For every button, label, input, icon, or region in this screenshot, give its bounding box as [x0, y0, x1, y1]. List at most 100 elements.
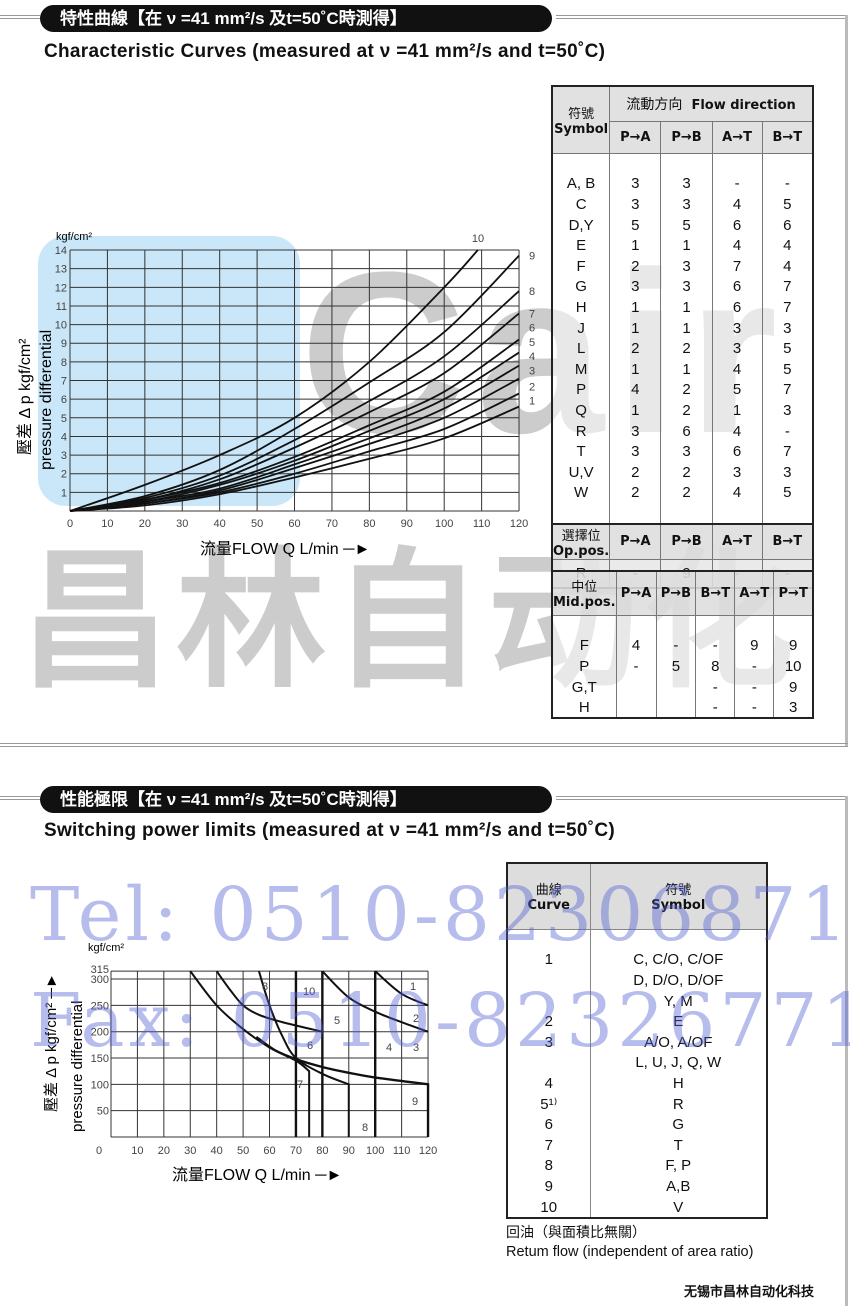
- curve-8: [257, 970, 350, 1137]
- x-tick-label: 50: [251, 518, 263, 530]
- curve-number: 2: [660, 461, 712, 483]
- curve-9: [255, 1035, 430, 1137]
- curve-number: 4: [711, 358, 763, 380]
- curve-number: 4: [711, 194, 763, 215]
- op-pos-cn: 選擇位: [561, 528, 601, 544]
- curve-number: 5: [711, 379, 763, 401]
- curve-number: 4: [761, 255, 813, 277]
- column-header: P→A: [609, 121, 661, 154]
- curve-number: -: [711, 173, 763, 195]
- curve-label: 6: [529, 323, 535, 335]
- x-tick-label: 20: [158, 1145, 170, 1157]
- y-tick-label: 13: [55, 264, 67, 276]
- y-tick-label: 250: [91, 1000, 109, 1012]
- curve-label: 4: [386, 1042, 392, 1054]
- curve-number: 2: [660, 338, 712, 359]
- symbol-cell: H: [551, 697, 617, 718]
- curve-number: 1: [609, 317, 661, 339]
- curve-number: 2: [609, 482, 661, 504]
- symbol-cell: J: [551, 317, 610, 339]
- y-tick-label: 9: [61, 338, 67, 350]
- curve-10: [69, 249, 479, 512]
- section1-frame-right: [845, 15, 848, 747]
- symbol-cell: R: [672, 1095, 684, 1113]
- symbol-cell: G,T: [551, 676, 617, 698]
- curve-label: 9: [529, 251, 535, 263]
- column-header: A→T: [711, 121, 763, 154]
- x-tick-label: 10: [131, 1145, 143, 1157]
- x-tick-label: 70: [326, 518, 338, 530]
- curve-number: 6: [711, 214, 763, 236]
- section1-frame-bottom: [0, 743, 848, 747]
- curve-number: 7: [761, 276, 813, 298]
- table-row: D, D/O, D/OF: [507, 970, 767, 991]
- curve-number: 6: [711, 297, 763, 318]
- y-tick-label: 300: [91, 974, 109, 986]
- curve-label: 3: [529, 365, 535, 377]
- y-tick-label: 14: [55, 245, 67, 257]
- table-row: D,Y 5 5 6 6: [551, 214, 813, 236]
- curve-number: 2: [660, 379, 712, 401]
- symbol-cell: E: [551, 235, 610, 256]
- symbol-cell: Y, M: [663, 992, 693, 1010]
- mid-pos-en: Mid.pos.: [553, 595, 616, 611]
- curve-number: -: [615, 656, 657, 677]
- curve-9: [69, 255, 520, 512]
- table-row: 5¹⁾ R: [507, 1093, 767, 1115]
- x-tick-label: 120: [419, 1145, 437, 1157]
- y-tick-label: 200: [91, 1027, 109, 1039]
- x-tick-label: 0: [96, 1145, 102, 1157]
- x-tick-label: 50: [237, 1145, 249, 1157]
- return-flow-note-en: Retum flow (independent of area ratio): [506, 1244, 754, 1260]
- curve-number: 3: [773, 697, 813, 718]
- curve-number: 5: [655, 656, 696, 677]
- symbol-cell: F: [551, 635, 617, 657]
- curve-number: 1: [711, 400, 763, 421]
- symbol-cell: H: [551, 297, 610, 318]
- y-unit-label: kgf/cm²: [88, 942, 124, 954]
- curve-number: 3: [660, 194, 712, 215]
- curve-number: 3: [507, 1031, 591, 1053]
- x-tick-label: 40: [211, 1145, 223, 1157]
- curve-label: 8: [362, 1122, 368, 1134]
- x-tick-label: 90: [343, 1145, 355, 1157]
- curve-number: 10: [507, 1196, 591, 1218]
- x-tick-label: 30: [184, 1145, 196, 1157]
- y-tick-label: 315: [91, 964, 109, 976]
- curve-number: 6: [761, 214, 813, 236]
- curve-number: 3: [609, 173, 661, 195]
- symbol-cell: R: [551, 420, 610, 442]
- mid-pos-cn: 中位: [571, 580, 598, 596]
- column-header: A→T: [734, 571, 774, 616]
- curve-number: 6: [507, 1114, 591, 1135]
- curve-number: 5: [761, 358, 813, 380]
- curve-number: 1: [609, 297, 661, 318]
- curve-number: 2: [660, 400, 712, 421]
- x-tick-label: 60: [263, 1145, 275, 1157]
- curve-number: 5¹⁾: [507, 1093, 591, 1115]
- curve-number: 3: [609, 276, 661, 298]
- curve-number: [615, 697, 657, 718]
- curve-number: 1: [609, 358, 661, 380]
- symbol-cell: T: [673, 1136, 683, 1154]
- curve-number: -: [761, 173, 813, 195]
- curve-label: 8: [529, 286, 535, 298]
- curve-number: 2: [609, 338, 661, 359]
- symbol-cell: F: [551, 255, 610, 277]
- y-tick-label: 100: [91, 1079, 109, 1091]
- x-tick-label: 110: [393, 1145, 411, 1157]
- symbol-header-cn: 符號: [665, 883, 692, 899]
- curve-number: -: [734, 676, 774, 698]
- curve-number: -: [695, 635, 735, 657]
- curve-label: 10: [303, 986, 315, 998]
- curve-6: [215, 970, 323, 1033]
- curve-number: 1: [660, 297, 712, 318]
